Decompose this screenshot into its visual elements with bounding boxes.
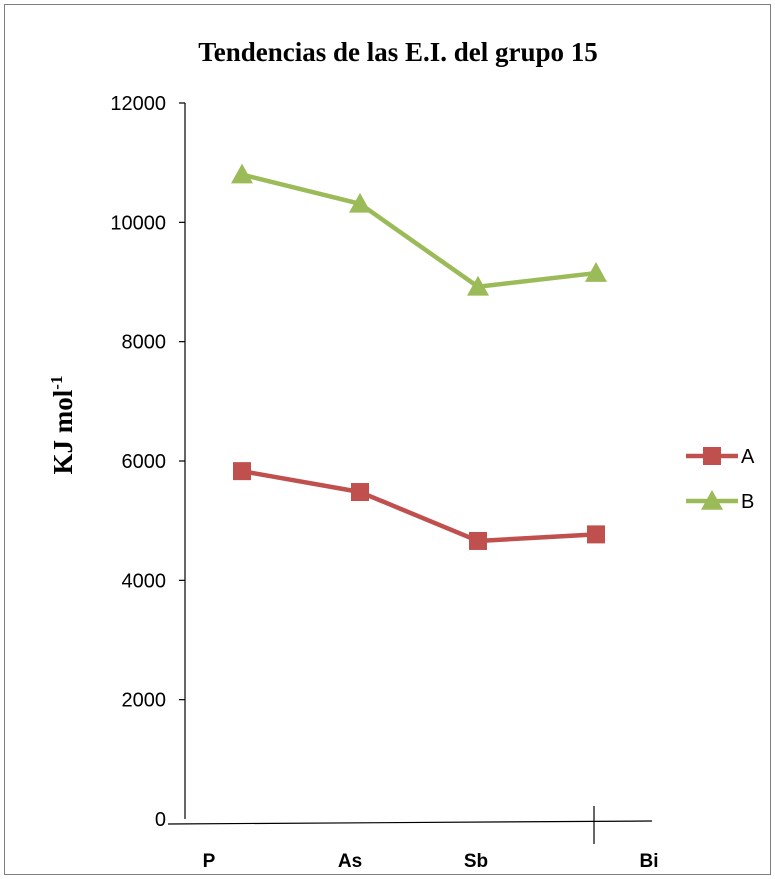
x-axis-labels: P As Sb Bi bbox=[203, 851, 659, 872]
legend: AB bbox=[686, 446, 755, 513]
legend-item-a: A bbox=[686, 446, 755, 468]
point-b-sb bbox=[467, 275, 489, 296]
series-b bbox=[231, 163, 607, 296]
y-axis-label-group: KJ mol-1 bbox=[47, 376, 78, 475]
y-tick-label: 2000 bbox=[122, 690, 167, 712]
y-tick-label: 0 bbox=[155, 809, 166, 831]
point-legend-a bbox=[703, 447, 721, 465]
y-axis-label-main: KJ mol bbox=[48, 389, 78, 474]
y-tick-label: 8000 bbox=[122, 332, 167, 354]
series-line-b bbox=[241, 172, 597, 290]
x-tick-label-bi: Bi bbox=[640, 851, 659, 872]
x-tick-label-as: As bbox=[338, 851, 362, 872]
series-layer bbox=[231, 163, 607, 550]
point-b-bi bbox=[585, 262, 607, 282]
legend-item-b: B bbox=[686, 490, 754, 513]
chart-title: Tendencias de las E.I. del grupo 15 bbox=[198, 37, 598, 67]
y-tick-label: 10000 bbox=[110, 212, 166, 234]
series-a bbox=[233, 462, 605, 550]
x-tick-label-sb: Sb bbox=[464, 851, 488, 872]
x-axis-line bbox=[167, 820, 653, 825]
legend-label: B bbox=[741, 491, 754, 513]
legend-label: A bbox=[741, 446, 755, 468]
y-tick-label: 12000 bbox=[110, 93, 166, 115]
point-b-p bbox=[231, 163, 253, 184]
series-line-a bbox=[241, 468, 597, 544]
y-tick-label: 6000 bbox=[122, 451, 167, 473]
x-tick-label-p: P bbox=[203, 851, 216, 872]
y-axis-ticks: 0 2000 4000 6000 8000 10000 12000 bbox=[110, 93, 185, 831]
y-axis-label: KJ mol-1 bbox=[47, 376, 78, 475]
chart-frame bbox=[4, 4, 771, 875]
y-axis-label-superscript: -1 bbox=[47, 376, 66, 390]
point-a-sb bbox=[469, 531, 487, 550]
y-tick-label: 4000 bbox=[122, 570, 167, 592]
point-b-as bbox=[349, 192, 371, 213]
point-legend-b bbox=[701, 490, 723, 510]
point-a-as bbox=[351, 483, 369, 502]
point-a-p bbox=[233, 462, 251, 481]
point-a-bi bbox=[587, 525, 605, 544]
